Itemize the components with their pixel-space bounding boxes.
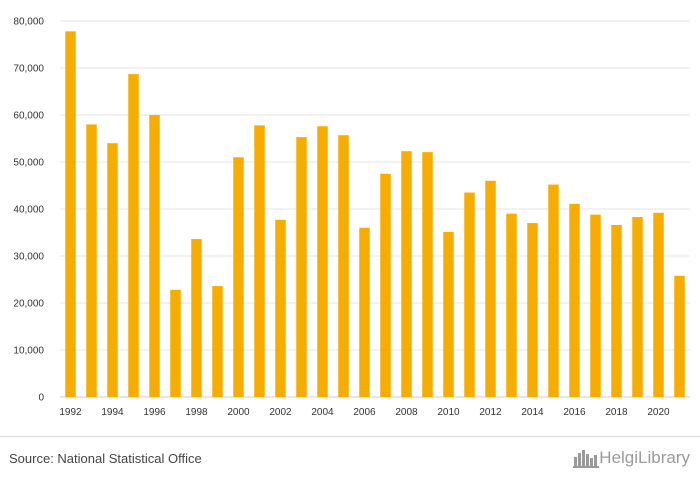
bar-1994[interactable] (107, 143, 118, 397)
bar-1998[interactable] (191, 239, 202, 397)
bar-1992[interactable] (65, 31, 76, 398)
x-tick-label: 2000 (227, 407, 250, 418)
bar-2021[interactable] (674, 275, 685, 397)
x-tick-label: 2014 (521, 407, 544, 418)
bar-chart: 0 10,000 20,000 30,000 40,000 50,000 60,000 70,… (13, 17, 690, 418)
bar-2015[interactable] (548, 184, 559, 397)
x-tick-label: 1996 (143, 407, 166, 418)
bar-2005[interactable] (338, 135, 349, 397)
x-tick-label: 2006 (353, 407, 376, 418)
x-tick-label: 2002 (269, 407, 292, 418)
bar-1999[interactable] (212, 286, 223, 397)
bar-1993[interactable] (86, 124, 97, 398)
bar-1997[interactable] (170, 289, 181, 397)
helgi-library-logo[interactable]: HelgiLibrary (573, 446, 690, 470)
x-tick-label: 2012 (479, 407, 502, 418)
bar-1996[interactable] (149, 115, 160, 397)
bar-2013[interactable] (506, 213, 517, 397)
bar-2019[interactable] (632, 216, 643, 397)
bar-2020[interactable] (653, 212, 664, 397)
bar-2000[interactable] (233, 157, 244, 397)
y-axis-tick-labels: 0 10,000 20,000 30,000 40,000 50,000 60,000 70,… (13, 17, 44, 404)
footer-divider (0, 436, 700, 437)
x-tick-label: 2010 (437, 407, 460, 418)
y-tick-label: 30,000 (13, 252, 44, 263)
logo-text: HelgiLibrary (599, 448, 690, 467)
x-tick-label: 1992 (59, 407, 82, 418)
bar-2008[interactable] (401, 151, 412, 397)
x-tick-label: 1994 (101, 407, 124, 418)
y-tick-label: 20,000 (13, 299, 44, 310)
bar-2014[interactable] (527, 223, 538, 397)
bar-2004[interactable] (317, 126, 328, 397)
bar-2009[interactable] (422, 152, 433, 397)
bar-2002[interactable] (275, 219, 286, 397)
y-tick-label: 80,000 (13, 17, 44, 28)
bar-2007[interactable] (380, 173, 391, 397)
grid-lines (60, 20, 690, 398)
bars (65, 31, 685, 398)
bar-2011[interactable] (464, 192, 475, 397)
bar-2001[interactable] (254, 125, 265, 397)
bar-2016[interactable] (569, 203, 580, 397)
bar-2017[interactable] (590, 214, 601, 397)
bar-2010[interactable] (443, 232, 454, 397)
bar-2012[interactable] (485, 180, 496, 397)
x-tick-label: 2016 (563, 407, 586, 418)
y-tick-label: 60,000 (13, 111, 44, 122)
y-tick-label: 0 (38, 393, 44, 404)
source-note: Source: National Statistical Office (9, 451, 202, 466)
bar-2006[interactable] (359, 227, 370, 397)
y-tick-label: 10,000 (13, 346, 44, 357)
x-tick-label: 2020 (647, 407, 670, 418)
bar-2018[interactable] (611, 224, 622, 397)
y-tick-label: 50,000 (13, 158, 44, 169)
bar-1995[interactable] (128, 74, 139, 398)
y-tick-label: 70,000 (13, 64, 44, 75)
x-axis-tick-labels: 1992 1994 1996 1998 2000 2002 2004 2006 2008 2010… (59, 407, 670, 418)
x-tick-label: 2004 (311, 407, 334, 418)
x-tick-label: 1998 (185, 407, 208, 418)
x-tick-label: 2018 (605, 407, 628, 418)
y-tick-label: 40,000 (13, 205, 44, 216)
bar-2003[interactable] (296, 137, 307, 397)
x-tick-label: 2008 (395, 407, 418, 418)
city-skyline-icon (573, 450, 600, 468)
